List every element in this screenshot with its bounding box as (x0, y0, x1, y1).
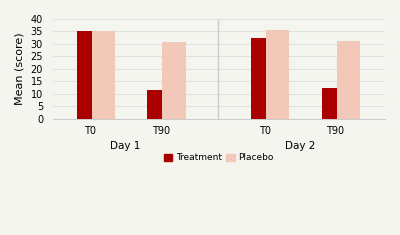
Bar (251, 38, 274, 119)
Bar (337, 41, 360, 119)
Legend: Treatment, Placebo: Treatment, Placebo (160, 150, 277, 166)
Bar (148, 90, 171, 119)
Bar (162, 42, 186, 119)
Y-axis label: Mean (score): Mean (score) (15, 32, 25, 105)
Bar (322, 88, 345, 119)
Text: Day 1: Day 1 (110, 141, 141, 151)
Text: Day 2: Day 2 (285, 141, 315, 151)
Bar (92, 31, 115, 119)
Bar (266, 30, 290, 119)
Bar (77, 31, 100, 119)
